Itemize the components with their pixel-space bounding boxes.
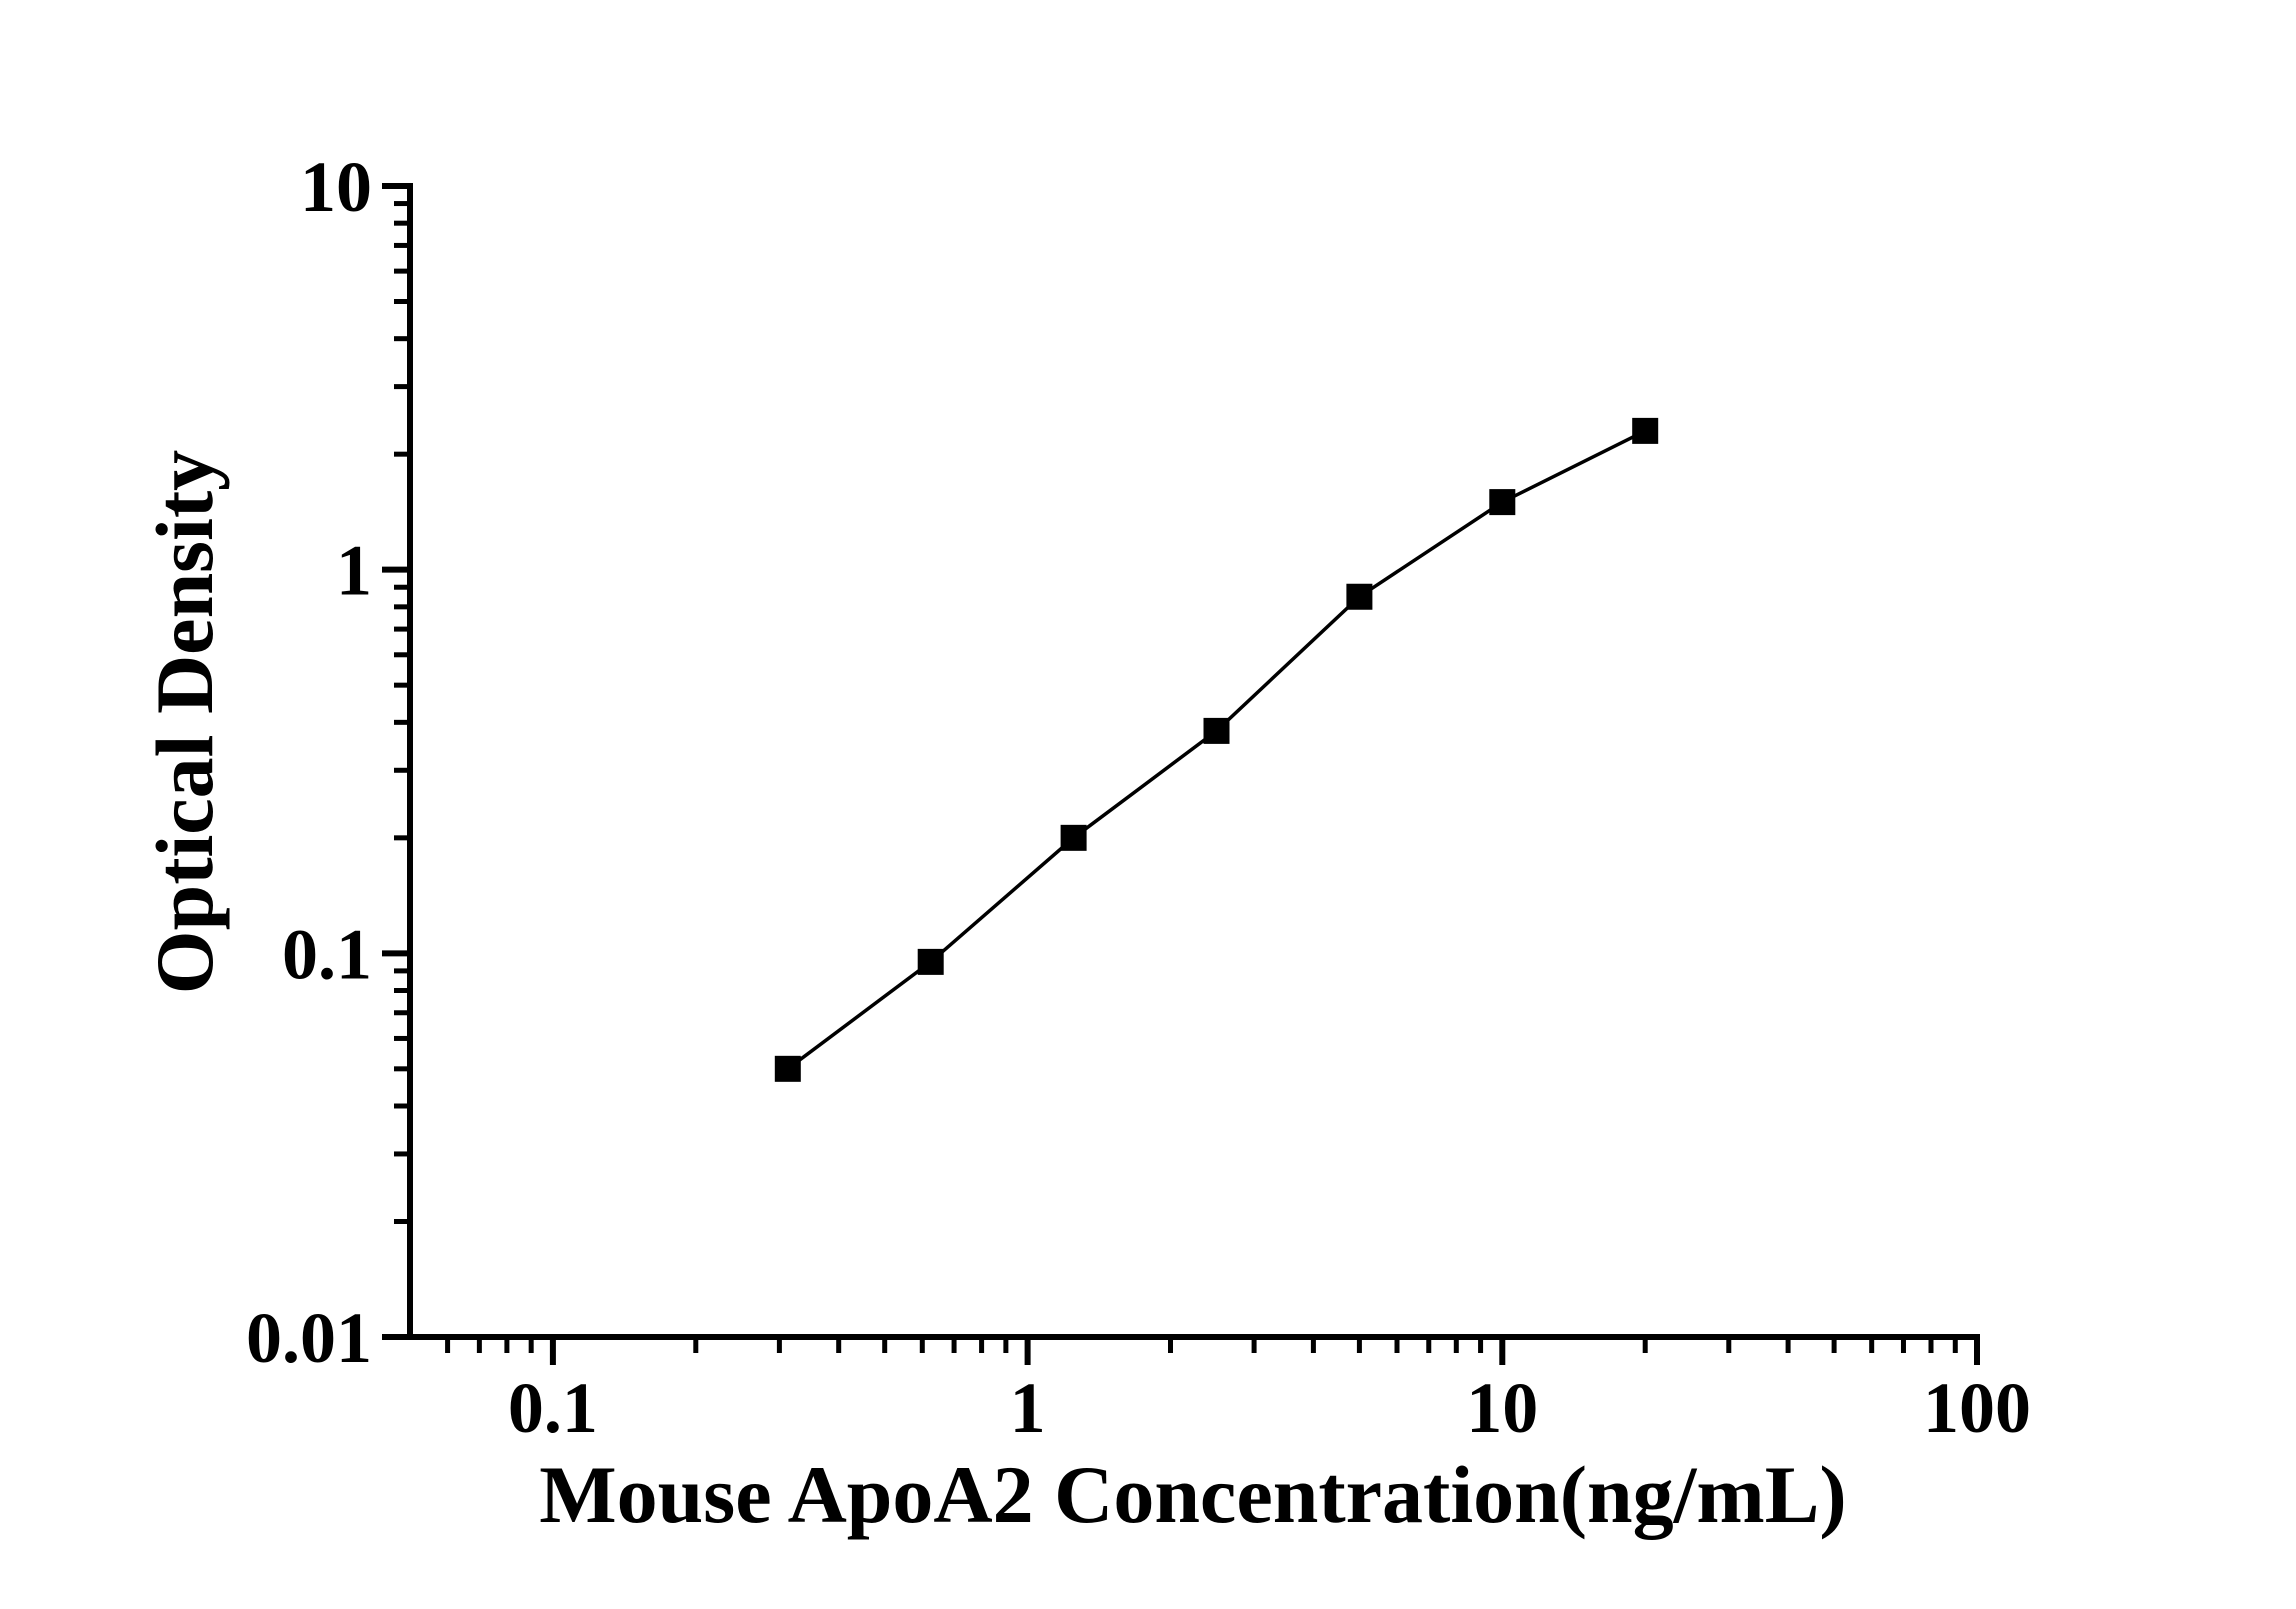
y-axis-title: Optical Density: [139, 450, 230, 994]
x-axis-tick-label: 10: [1466, 1368, 1538, 1448]
y-axis-tick-label: 0.1: [282, 914, 372, 994]
data-point-marker: [1632, 417, 1659, 444]
x-axis-title: Mouse ApoA2 Concentration(ng/mL): [539, 1449, 1846, 1540]
data-point-marker: [1346, 583, 1373, 610]
series-line: [786, 429, 1646, 1071]
data-point-marker: [1489, 489, 1516, 516]
y-axis-tick-label: 1: [336, 531, 372, 611]
data-point-marker: [1203, 717, 1230, 744]
x-axis-tick-label: 1: [1010, 1368, 1046, 1448]
y-axis-tick-label: 0.01: [246, 1298, 372, 1378]
data-point-marker: [774, 1055, 801, 1082]
y-axis-tick-label: 10: [300, 147, 372, 227]
x-axis-tick-label: 0.1: [508, 1368, 598, 1448]
data-point-marker: [917, 948, 944, 975]
data-point-marker: [1060, 824, 1087, 851]
x-axis-tick-label: 100: [1923, 1368, 2031, 1448]
